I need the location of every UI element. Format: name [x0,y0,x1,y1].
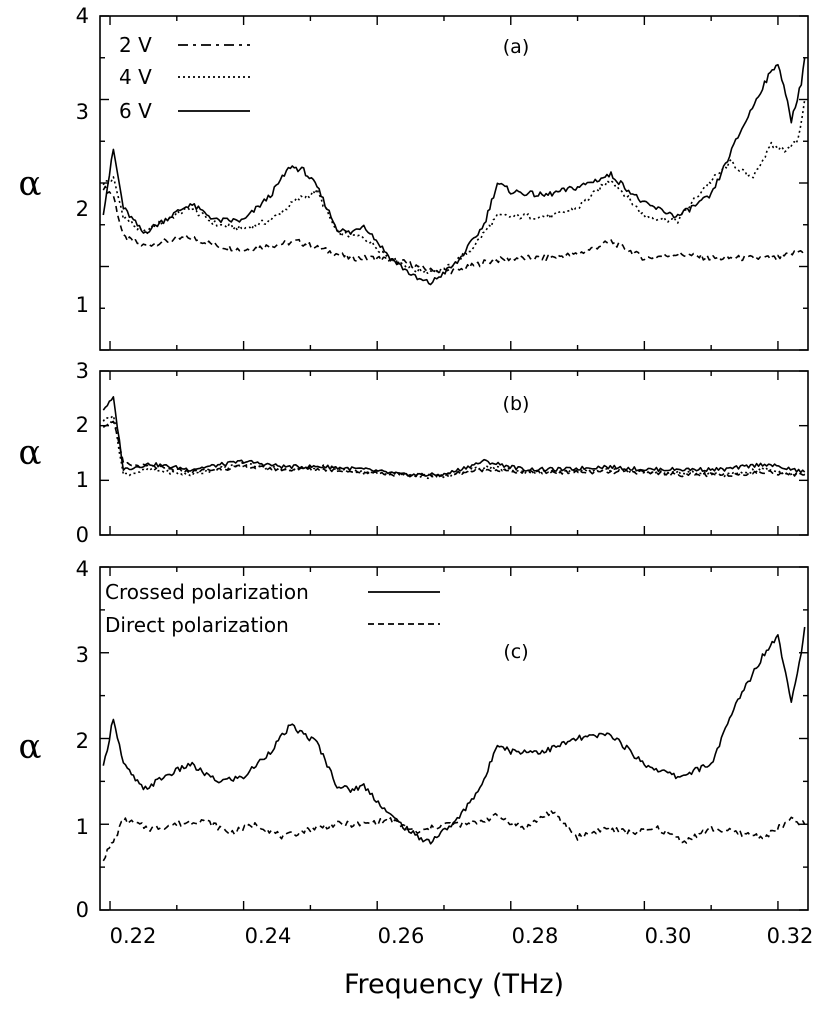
panel-a-frame [99,15,809,351]
legend-label-4v: 4 V [119,65,152,89]
panel-a-ytick-1: 1 [76,293,89,317]
panel-a: 1 2 3 4 α (a) 2 V 4 V 6 V [19,4,809,351]
panel-b: 0 1 2 3 α (b) [19,359,809,547]
x-axis-label: Frequency (THz) [344,969,564,1000]
panel-c-ytick-0: 0 [76,898,89,922]
panel-c-ytick-1: 1 [76,815,89,839]
panel-c-label: (c) [503,641,528,663]
panel-a-legend: 2 V 4 V 6 V [119,33,250,123]
panel-b-ticks [100,370,808,536]
xtick-0.22: 0.22 [110,924,157,948]
panel-a-ytick-3: 3 [76,100,89,124]
panel-c-ticks [100,566,808,911]
series-2v-line [102,185,806,275]
series-6v-line [102,57,806,286]
panel-a-label: (a) [503,36,529,58]
panel-b-plot [102,395,806,480]
panel-b-ytick-2: 2 [76,413,89,437]
legend-label-2v: 2 V [119,33,152,57]
panel-a-ticks [100,15,808,351]
series-b-solid-line [102,395,806,478]
legend-label-crossed: Crossed polarization [105,580,309,604]
series-direct-line [102,809,806,862]
xtick-0.24: 0.24 [245,924,292,948]
panel-b-label: (b) [503,393,530,415]
legend-label-6v: 6 V [119,99,152,123]
panel-c-ytick-2: 2 [76,729,89,753]
panel-c-plot [102,626,806,862]
legend-label-direct: Direct polarization [105,613,289,637]
xtick-0.32: 0.32 [767,924,814,948]
panel-c: 0 1 2 3 4 α (c) Crossed polarization Dir… [19,557,814,1000]
panel-a-ylabel: α [19,164,42,204]
series-4v-line [102,99,806,275]
xtick-0.30: 0.30 [645,924,692,948]
panel-b-ytick-0: 0 [76,523,89,547]
panel-b-ytick-3: 3 [76,359,89,383]
xtick-0.28: 0.28 [512,924,559,948]
series-b-dotted-line [102,414,806,480]
panel-a-ytick-2: 2 [76,197,89,221]
panel-b-frame [99,370,809,536]
panel-a-ytick-4: 4 [76,4,89,28]
panel-c-ytick-3: 3 [76,643,89,667]
panel-c-ylabel: α [19,727,42,767]
panel-c-ytick-4: 4 [76,557,89,581]
series-b-dashed-line [102,420,805,478]
series-crossed-line [102,626,806,845]
panel-c-legend: Crossed polarization Direct polarization [105,580,440,637]
panel-b-ytick-1: 1 [76,468,89,492]
panel-b-ylabel: α [19,433,42,473]
panel-a-plot [102,57,806,286]
xtick-0.26: 0.26 [378,924,425,948]
